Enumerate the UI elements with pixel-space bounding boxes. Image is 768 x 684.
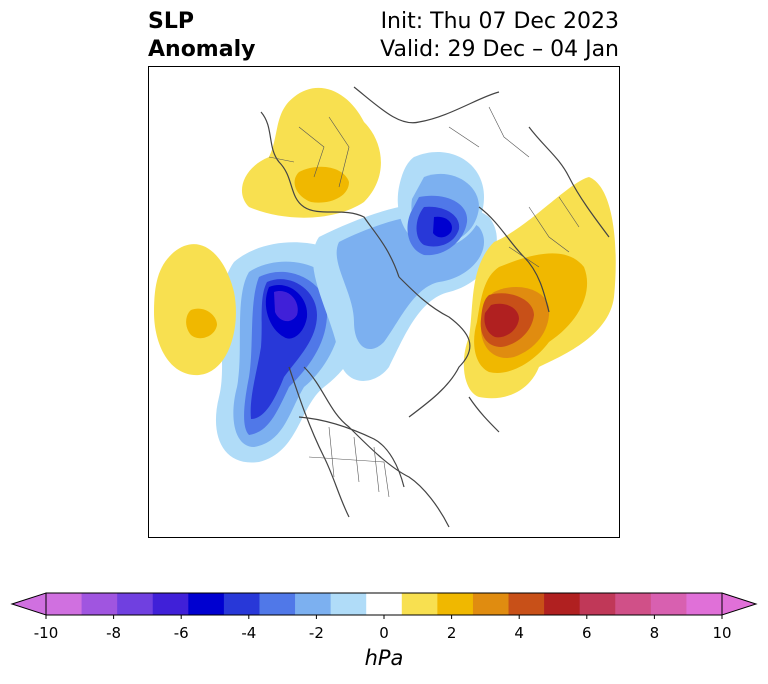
colorbar-bin — [686, 593, 723, 615]
colorbar-extend-low — [10, 592, 47, 616]
map-panel — [148, 66, 620, 538]
title-line-2: Anomaly — [148, 37, 256, 62]
colorbar — [10, 592, 758, 619]
anomaly-arctic-low — [312, 151, 497, 381]
colorbar-bin — [508, 593, 545, 615]
title-line-1: SLP — [148, 9, 194, 34]
colorbar-bin — [401, 593, 438, 615]
colorbar-tick-label: -6 — [173, 624, 189, 642]
colorbar-tick-label: 0 — [379, 624, 389, 642]
anomaly-bering-high — [463, 177, 616, 399]
colorbar-tick-label: 4 — [514, 624, 524, 642]
colorbar-bin — [330, 593, 367, 615]
colorbar-bin — [579, 593, 616, 615]
colorbar-bin — [81, 593, 118, 615]
colorbar-tick-label: 8 — [649, 624, 660, 642]
anomaly-map — [154, 86, 616, 528]
anomaly-scandinavia-high — [241, 87, 381, 218]
init-date: Init: Thu 07 Dec 2023 — [380, 9, 619, 34]
colorbar-bin — [259, 593, 296, 615]
colorbar-tick-label: -4 — [241, 624, 257, 642]
colorbar-bin — [437, 593, 474, 615]
valid-range: Valid: 29 Dec – 04 Jan — [380, 37, 619, 62]
colorbar-tick-label: 10 — [712, 624, 732, 642]
colorbar-bin — [650, 593, 687, 615]
map-title: SLP Anomaly — [148, 8, 255, 64]
colorbar-tick-label: 2 — [446, 624, 457, 642]
colorbar-tick-label: -8 — [106, 624, 122, 642]
anomaly-atlantic-high — [154, 244, 236, 376]
colorbar-unit: hPa — [364, 646, 404, 670]
colorbar-bin — [117, 593, 154, 615]
colorbar-tick-label: 6 — [582, 624, 592, 642]
map-dates: Init: Thu 07 Dec 2023 Valid: 29 Dec – 04… — [380, 8, 619, 64]
colorbar-tick-label: -2 — [308, 624, 324, 642]
borders — [268, 106, 580, 498]
colorbar-bin — [615, 593, 652, 615]
colorbar-extend-high — [721, 592, 758, 616]
colorbar-bin — [544, 593, 581, 615]
colorbar-bin — [152, 593, 189, 615]
coastlines — [260, 86, 610, 528]
colorbar-bin — [366, 593, 403, 615]
colorbar-bin — [472, 593, 510, 615]
colorbar-bin — [295, 593, 332, 615]
colorbar-bin — [46, 593, 83, 615]
colorbar-bin — [188, 593, 225, 615]
colorbar-tick-label: -10 — [33, 624, 59, 642]
colorbar-bin — [223, 593, 260, 615]
